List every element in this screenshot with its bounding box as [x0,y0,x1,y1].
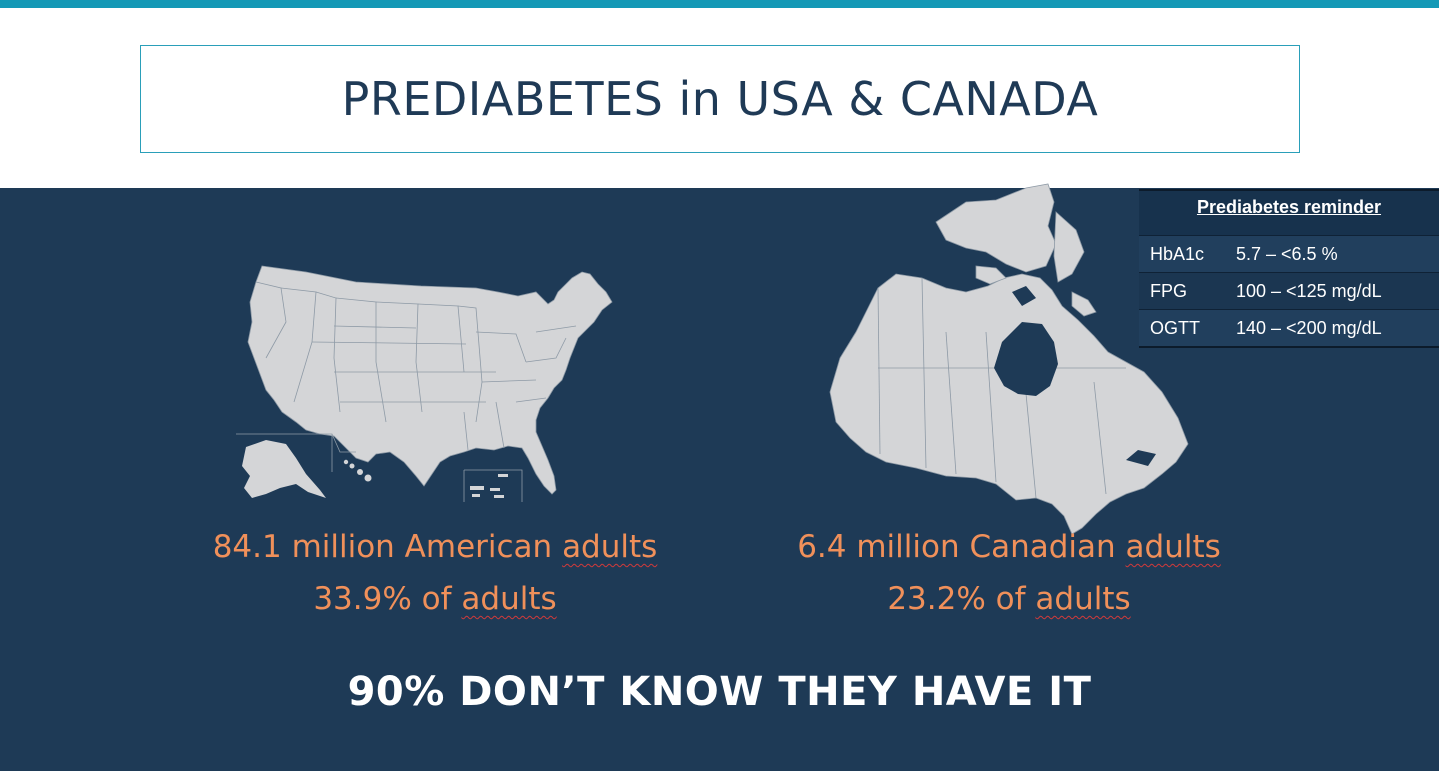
reminder-value: 5.7 – <6.5 % [1236,243,1338,264]
slide-title: PREDIABETES in USA & CANADA [341,72,1099,126]
title-box: PREDIABETES in USA & CANADA [140,45,1300,153]
prediabetes-reminder-table: Prediabetes reminder HbA1c 5.7 – <6.5 % … [1139,189,1439,348]
reminder-row-fpg: FPG 100 – <125 mg/dL [1139,272,1439,309]
usa-count-text: 84.1 million American [212,529,563,565]
usa-percent-stat: 33.9% of adults [160,573,710,625]
headline: 90% DON’T KNOW THEY HAVE IT [347,669,1092,715]
usa-adults-word: adults [562,529,658,565]
canada-adults-word-2: adults [1035,581,1131,617]
reminder-label: HbA1c [1150,243,1205,264]
usa-map-icon [236,262,616,502]
reminder-heading-text: Prediabetes reminder [1196,197,1382,217]
canada-count-text: 6.4 million Canadian [797,529,1126,565]
reminder-label: FPG [1150,280,1188,301]
reminder-row-hba1c: HbA1c 5.7 – <6.5 % [1139,235,1439,272]
top-accent-bar [0,0,1439,8]
canada-count-stat: 6.4 million Canadian adults [734,521,1284,573]
canada-percent-text: 23.2% of [887,581,1036,617]
canada-adults-word: adults [1125,529,1221,565]
canada-map-icon [826,182,1196,537]
usa-percent-text: 33.9% of [313,581,462,617]
usa-count-stat: 84.1 million American adults [160,521,710,573]
reminder-value: 140 – <200 mg/dL [1236,317,1382,338]
reminder-row-ogtt: OGTT 140 – <200 mg/dL [1139,309,1439,348]
reminder-heading: Prediabetes reminder [1139,189,1439,235]
usa-adults-word-2: adults [461,581,557,617]
canada-percent-stat: 23.2% of adults [734,573,1284,625]
reminder-value: 100 – <125 mg/dL [1236,280,1382,301]
reminder-label: OGTT [1150,317,1200,338]
